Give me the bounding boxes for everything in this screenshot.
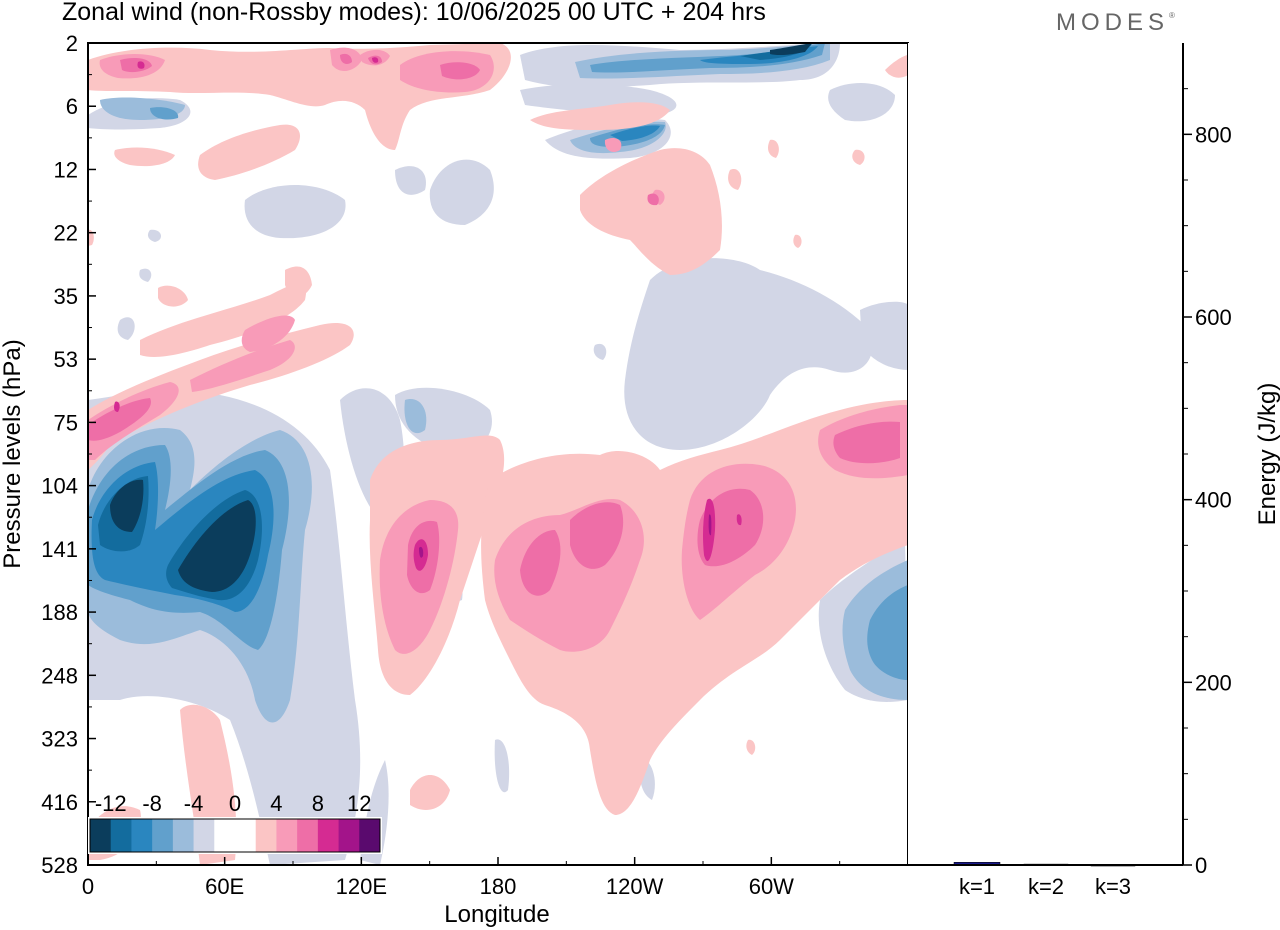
y-tick-label: 104 — [41, 474, 78, 499]
colorbar-swatch — [276, 819, 298, 852]
y-tick-label: 6 — [66, 94, 78, 119]
x-tick-label: 60E — [205, 874, 244, 899]
y-tick-label: 2 — [66, 31, 78, 56]
colorbar-swatch — [90, 819, 112, 852]
longitude-axis: 0 60E 120E 180 120W 60W — [82, 857, 841, 899]
x-tick-label: 0 — [82, 874, 94, 899]
energy-categories: k=1 k=2 k=3 — [959, 874, 1131, 899]
colorbar-label: -8 — [142, 791, 162, 816]
energy-tick-label: 200 — [1195, 670, 1232, 695]
energy-axis-label: Energy (J/kg) — [1254, 383, 1280, 526]
colorbar-label: 4 — [270, 791, 282, 816]
colorbar-label: -12 — [95, 791, 127, 816]
y-tick-label: 22 — [54, 221, 78, 246]
y-tick-label: 248 — [41, 663, 78, 688]
colorbar: -12 -8 -4 0 4 8 12 — [88, 791, 382, 854]
colorbar-swatch — [255, 819, 277, 852]
energy-plot-area — [908, 43, 1183, 865]
energy-tick-label: 600 — [1195, 305, 1232, 330]
colorbar-label: 8 — [312, 791, 324, 816]
colorbar-frame — [89, 818, 381, 853]
colorbar-swatch — [235, 819, 257, 852]
colorbar-swatch — [172, 819, 194, 852]
energy-panel: 0 200 400 600 800 k=1 k=2 k=3 Energy (J/kg) — [908, 43, 1280, 899]
energy-category-label: k=1 — [959, 874, 995, 899]
colorbar-swatch — [297, 819, 319, 852]
heatmap-plot — [87, 42, 909, 866]
energy-tick-label: 400 — [1195, 488, 1232, 513]
y-tick-label: 12 — [54, 157, 78, 182]
pressure-axis: 2 6 12 22 35 53 75 104 141 188 248 323 416 528 — [41, 31, 96, 878]
x-axis-label: Longitude — [444, 901, 549, 928]
field-negative-extreme — [110, 43, 812, 592]
colorbar-swatch — [110, 819, 132, 852]
brand-mark: ® — [1169, 11, 1175, 20]
energy-category-label: k=3 — [1095, 874, 1131, 899]
energy-axis: 0 200 400 600 800 — [1183, 88, 1232, 878]
colorbar-swatch — [317, 819, 339, 852]
y-tick-label: 53 — [54, 347, 78, 372]
y-axis-label: Pressure levels (hPa) — [0, 339, 26, 568]
field-positive-extreme — [419, 514, 712, 558]
x-tick-label: 60W — [749, 874, 794, 899]
y-tick-label: 323 — [41, 727, 78, 752]
colorbar-label: 0 — [229, 791, 241, 816]
colorbar-label: 12 — [347, 791, 371, 816]
colorbar-label: -4 — [184, 791, 204, 816]
y-tick-label: 188 — [41, 600, 78, 625]
colorbar-swatch — [359, 819, 381, 852]
energy-category-label: k=2 — [1028, 874, 1064, 899]
colorbar-swatch — [214, 819, 236, 852]
brand-logo: MODES® — [1056, 9, 1175, 37]
y-tick-label: 416 — [41, 790, 78, 815]
y-tick-label: 75 — [54, 410, 78, 435]
energy-tick-label: 800 — [1195, 122, 1232, 147]
y-tick-label: 35 — [54, 284, 78, 309]
y-tick-label: 528 — [41, 853, 78, 878]
colorbar-swatch — [131, 819, 153, 852]
y-tick-label: 141 — [41, 537, 78, 562]
colorbar-swatch — [193, 819, 215, 852]
chart-title: Zonal wind (non-Rossby modes): 10/06/202… — [62, 0, 766, 26]
colorbar-swatch — [152, 819, 174, 852]
x-tick-label: 180 — [480, 874, 517, 899]
colorbar-swatch — [338, 819, 360, 852]
brand-text: MODES — [1056, 9, 1170, 36]
energy-tick-label: 0 — [1195, 853, 1207, 878]
x-tick-label: 120E — [336, 874, 387, 899]
x-tick-label: 120W — [606, 874, 664, 899]
